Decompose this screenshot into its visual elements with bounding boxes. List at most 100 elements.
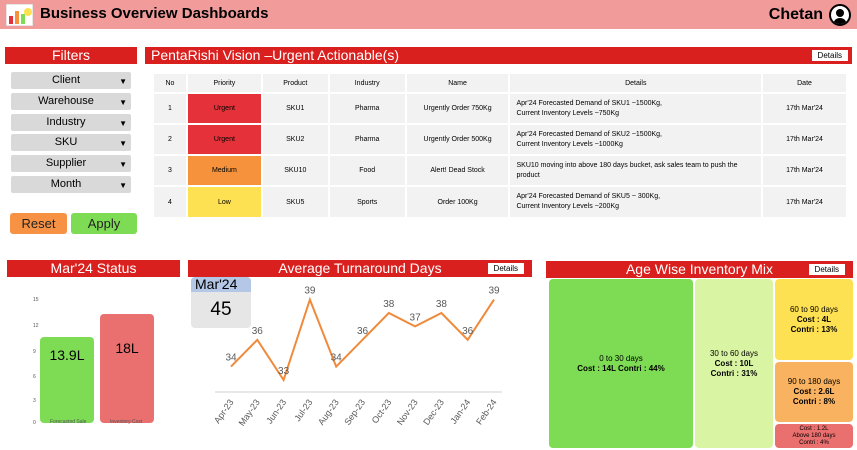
y-tick-label: 9 <box>33 349 36 355</box>
row-date: 17th Mar'24 <box>762 154 848 186</box>
y-tick-label: 6 <box>33 374 36 380</box>
turnaround-kpi-card: Mar'24 45 <box>191 277 251 328</box>
age-tile-60-90[interactable]: 60 to 90 days Cost : 4L Contri : 13% <box>775 279 853 360</box>
details-line: Apr'24 Forecasted Demand of SKU1 ~1500Kg… <box>516 99 662 107</box>
row-date: 17th Mar'24 <box>762 123 848 155</box>
turnaround-details-button[interactable]: Details <box>487 263 524 274</box>
y-tick-label: 0 <box>33 420 36 426</box>
column-header: Date <box>762 74 848 93</box>
age-tile-above-180[interactable]: Cost : 1.2L Above 180 days Contri : 4% <box>775 424 853 448</box>
tile-contri: Contri : 13% <box>790 324 838 334</box>
row-industry: Pharma <box>328 92 407 124</box>
column-header: Priority <box>186 74 263 93</box>
table-row[interactable]: 1 Urgent SKU1 Pharma Urgently Order 750K… <box>154 92 848 124</box>
age-mix-header: Age Wise Inventory Mix Details <box>546 261 853 278</box>
age-mix-title: Age Wise Inventory Mix <box>625 261 774 277</box>
x-tick-label: Jan-24 <box>448 397 472 425</box>
tile-cost: Cost : 4L <box>796 314 832 324</box>
priority-badge: Urgent <box>186 123 263 155</box>
filters-title: Filters <box>5 47 137 64</box>
details-line: product <box>516 171 540 179</box>
priority-badge: Low <box>186 185 263 217</box>
age-mix-details-button[interactable]: Details <box>808 264 845 275</box>
chevron-down-icon: ▼ <box>119 98 127 107</box>
app-title: Business Overview Dashboards <box>40 5 269 22</box>
x-tick-label: May-23 <box>237 397 262 427</box>
row-details: Apr'24 Forecasted Demand of SKU2 ~1500Kg… <box>509 123 764 155</box>
y-tick-label: 12 <box>33 323 39 329</box>
column-header: Industry <box>328 74 407 93</box>
age-tile-0-30[interactable]: 0 to 30 days Cost : 14L Contri : 44% <box>549 279 693 448</box>
table-header-row: No Priority Product Industry Name Detail… <box>154 74 848 93</box>
filter-supplier[interactable]: Supplier ▼ <box>11 155 131 172</box>
turnaround-title: Average Turnaround Days <box>278 260 442 276</box>
user-avatar-icon[interactable] <box>829 4 851 26</box>
x-tick-label: Jun-23 <box>264 397 288 425</box>
apply-button[interactable]: Apply <box>71 213 137 234</box>
turnaround-line-chart: 34 36 33 39 34 36 38 37 38 36 39 Apr-23 May-23 Jun-23… <box>212 286 502 428</box>
tile-range: 60 to 90 days <box>789 304 839 314</box>
actionables-header: PentaRishi Vision –Urgent Actionable(s) … <box>145 47 852 64</box>
row-details: Apr'24 Forecasted Demand of SKU5 ~ 300Kg… <box>509 185 764 217</box>
y-tick-label: 3 <box>33 398 36 404</box>
x-tick-label: Sep-23 <box>342 397 367 427</box>
row-name: Urgently Order 750Kg <box>405 92 511 124</box>
data-label: 38 <box>436 299 448 310</box>
filter-label: Month <box>50 178 82 190</box>
filter-month[interactable]: Month ▼ <box>11 176 131 193</box>
data-label: 34 <box>331 353 343 364</box>
row-no: 1 <box>154 92 188 124</box>
data-label: 36 <box>462 326 474 337</box>
row-details: SKU10 moving into above 180 days bucket,… <box>509 154 764 186</box>
x-tick-label: Apr-23 <box>212 397 236 425</box>
filter-sku[interactable]: SKU ▼ <box>11 134 131 151</box>
row-no: 3 <box>154 154 188 186</box>
row-industry: Pharma <box>328 123 407 155</box>
table-row[interactable]: 4 Low SKU5 Sports Order 100Kg Apr'24 For… <box>154 185 848 217</box>
actionables-title: PentaRishi Vision –Urgent Actionable(s) <box>151 47 399 63</box>
filter-warehouse[interactable]: Warehouse ▼ <box>11 93 131 110</box>
row-name: Order 100Kg <box>405 185 511 217</box>
table-row[interactable]: 2 Urgent SKU2 Pharma Urgently Order 500K… <box>154 123 848 155</box>
tile-contri: Contri : 8% <box>792 397 836 406</box>
column-header: No <box>154 74 188 93</box>
row-date: 17th Mar'24 <box>762 185 848 217</box>
row-industry: Food <box>328 154 407 186</box>
tile-contri: Contri : 4% <box>799 439 829 446</box>
turnaround-series-line <box>230 296 495 383</box>
details-line: Current Inventory Levels ~200Kg <box>516 203 620 210</box>
filter-label: Industry <box>46 116 86 128</box>
forecasted-sale-bar: 13.9L <box>40 337 94 423</box>
row-product: SKU1 <box>261 92 330 124</box>
row-product: SKU10 <box>261 154 330 186</box>
age-tile-90-180[interactable]: 90 to 180 days Cost : 2.6L Contri : 8% <box>775 362 853 422</box>
x-tick-label: Nov-23 <box>395 397 420 427</box>
filter-client[interactable]: Client ▼ <box>11 72 131 89</box>
x-tick-label: Jul-23 <box>292 397 314 423</box>
actionables-details-button[interactable]: Details <box>811 50 848 61</box>
priority-badge: Urgent <box>186 92 263 124</box>
filter-label: Supplier <box>45 157 87 169</box>
data-label: 33 <box>278 366 290 377</box>
data-label: 38 <box>383 299 395 310</box>
tile-cost: Cost : 2.6L <box>793 387 835 396</box>
tile-range: Above 180 days <box>792 432 836 439</box>
x-tick-label: Feb-24 <box>474 397 499 426</box>
table-row[interactable]: 3 Medium SKU10 Food Alert! Dead Stock SK… <box>154 154 848 186</box>
data-label: 36 <box>252 326 264 337</box>
details-line: Apr'24 Forecasted Demand of SKU5 ~ 300Kg… <box>516 193 661 200</box>
reset-button[interactable]: Reset <box>10 213 67 234</box>
chevron-down-icon: ▼ <box>119 160 127 169</box>
details-line: Apr'24 Forecasted Demand of SKU2 ~1500Kg… <box>516 130 662 138</box>
y-tick-label: 15 <box>33 297 39 303</box>
tile-range: 30 to 60 days <box>709 348 759 358</box>
dashboard-logo-icon <box>6 4 33 26</box>
kpi-value: 45 <box>210 299 232 320</box>
inventory-cost-bar: 18L <box>100 314 154 423</box>
filter-industry[interactable]: Industry ▼ <box>11 114 131 131</box>
age-tile-30-60[interactable]: 30 to 60 days Cost : 10L Contri : 31% <box>695 279 773 448</box>
chevron-down-icon: ▼ <box>119 77 127 86</box>
row-details: Apr'24 Forecasted Demand of SKU1 ~1500Kg… <box>509 92 764 124</box>
row-name: Urgently Order 500Kg <box>405 123 511 155</box>
tile-cost: Cost : 10L <box>714 358 754 368</box>
